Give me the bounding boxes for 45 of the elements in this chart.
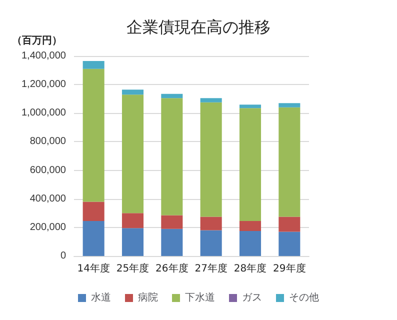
bar [82,68,104,202]
y-tick-label: 600,000 [30,164,66,176]
x-tick-label: 27年度 [194,262,228,274]
bar [239,104,262,108]
bar [200,230,222,256]
bar [82,221,104,256]
y-axis-title: （百万円） [12,36,62,46]
bar [161,94,183,98]
x-tick-label: 26年度 [156,262,188,274]
bar [278,232,300,256]
legend-label: その他 [289,292,319,304]
bar [122,90,144,95]
legend-label: 下水道 [185,292,215,304]
bar [278,103,300,108]
y-tick-label: 1,000,000 [22,108,66,119]
bar [239,231,262,256]
chart-title: 企業債現在高の推移 [126,18,270,36]
x-tick-label: 28年度 [234,262,267,274]
bar [200,216,222,230]
x-tick-label: 25年度 [116,262,150,274]
bar [239,221,262,231]
y-tick-label: 200,000 [30,222,66,233]
bar [161,98,183,216]
bar [122,228,144,256]
legend-label: 水道 [91,292,111,304]
bar [161,215,183,229]
x-tick-label: 14年度 [77,262,110,274]
bar [122,213,144,228]
bar [82,61,104,69]
y-tick-label: 800,000 [30,136,66,148]
bar [278,107,300,217]
bar [82,202,104,221]
y-tick-label: 1,200,000 [22,79,66,90]
y-tick-label: 0 [60,250,66,262]
bar [161,228,183,256]
legend-label: 病院 [138,292,158,304]
bar [122,94,144,214]
y-tick-label: 1,400,000 [22,50,66,62]
bar [200,98,222,102]
bar [200,102,222,217]
legend-label: ガス [242,292,262,304]
bar [239,108,262,221]
y-tick-label: 400,000 [30,193,66,204]
bar [278,216,300,232]
x-tick-label: 29年度 [273,262,306,274]
